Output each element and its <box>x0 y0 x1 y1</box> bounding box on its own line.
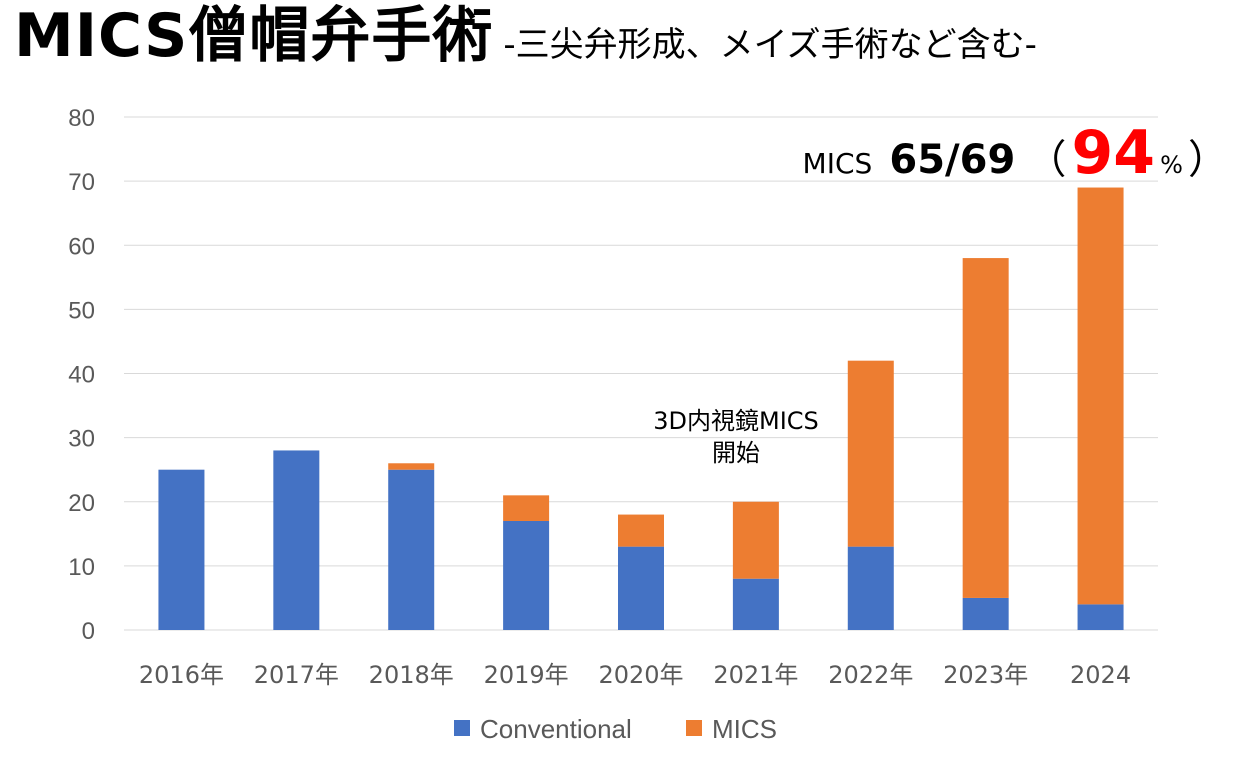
bar-conventional-0 <box>158 469 205 630</box>
ratio-fraction: 65/69 <box>889 137 1015 183</box>
y-axis: 0 10 20 30 40 50 60 70 80 <box>68 105 95 645</box>
x-tick-label: 2016年 <box>139 661 224 689</box>
y-tick-label: 50 <box>68 297 95 324</box>
bar-mics-5 <box>732 501 779 579</box>
y-tick-label: 70 <box>68 169 95 196</box>
bar-conventional-4 <box>618 546 664 630</box>
x-tick-label: 2017年 <box>254 661 339 689</box>
annotation-3d-mics: 3D内視鏡MICS 開始 <box>653 407 819 467</box>
y-tick-label: 80 <box>68 105 95 132</box>
y-tick-label: 10 <box>68 554 95 581</box>
bar-conventional-7 <box>962 597 1009 630</box>
bar-mics-8 <box>1077 187 1124 605</box>
legend-swatch-conventional <box>454 720 470 736</box>
x-tick-label: 2021年 <box>713 661 798 689</box>
annotation-line-2: 開始 <box>712 439 760 467</box>
annotation-line-1: 3D内視鏡MICS <box>653 407 819 435</box>
bar-conventional-6 <box>847 546 894 630</box>
bar-conventional-5 <box>732 578 779 630</box>
page-title: MICS僧帽弁手術 -三尖弁形成、メイズ手術など含む- <box>14 6 1037 66</box>
bar-conventional-8 <box>1077 604 1124 630</box>
legend-swatch-mics <box>686 720 702 736</box>
y-tick-label: 60 <box>68 233 95 260</box>
bar-mics-6 <box>847 360 894 547</box>
y-tick-label: 20 <box>68 490 95 517</box>
x-tick-label: 2024 <box>1070 661 1131 689</box>
bar-mics-3 <box>503 495 550 521</box>
title-subtitle: -三尖弁形成、メイズ手術など含む- <box>503 25 1037 65</box>
ratio-percent-sign: % <box>1160 151 1183 179</box>
x-tick-label: 2018年 <box>369 661 454 689</box>
bar-mics-4 <box>618 514 664 547</box>
y-tick-label: 40 <box>68 362 95 389</box>
x-tick-label: 2020年 <box>598 661 683 689</box>
x-axis: 2016年 2017年 2018年 2019年 2020年 2021年 2022年 2023年… <box>139 661 1131 689</box>
y-tick-label: 0 <box>82 618 95 645</box>
bar-conventional-2 <box>388 469 435 630</box>
ratio-label: MICS <box>803 147 873 180</box>
bar-mics-7 <box>962 258 1009 598</box>
ratio-close-paren: ） <box>1188 137 1228 183</box>
legend: Conventional MICS <box>454 714 777 744</box>
bar-conventional-1 <box>273 450 320 630</box>
ratio-open-paren: （ <box>1026 137 1066 183</box>
x-tick-label: 2019年 <box>484 661 569 689</box>
x-tick-label: 2023年 <box>943 661 1028 689</box>
legend-label-mics: MICS <box>712 714 777 744</box>
title-main: MICS僧帽弁手術 <box>14 1 494 71</box>
mics-ratio-annotation: MICS 65/69 （ 94 % ） <box>803 118 1228 188</box>
ratio-percent-value: 94 <box>1072 118 1156 188</box>
bars <box>158 187 1124 630</box>
legend-label-conventional: Conventional <box>480 714 632 744</box>
bar-conventional-3 <box>503 520 550 630</box>
y-tick-label: 30 <box>68 426 95 453</box>
x-tick-label: 2022年 <box>828 661 913 689</box>
bar-mics-2 <box>388 463 435 470</box>
